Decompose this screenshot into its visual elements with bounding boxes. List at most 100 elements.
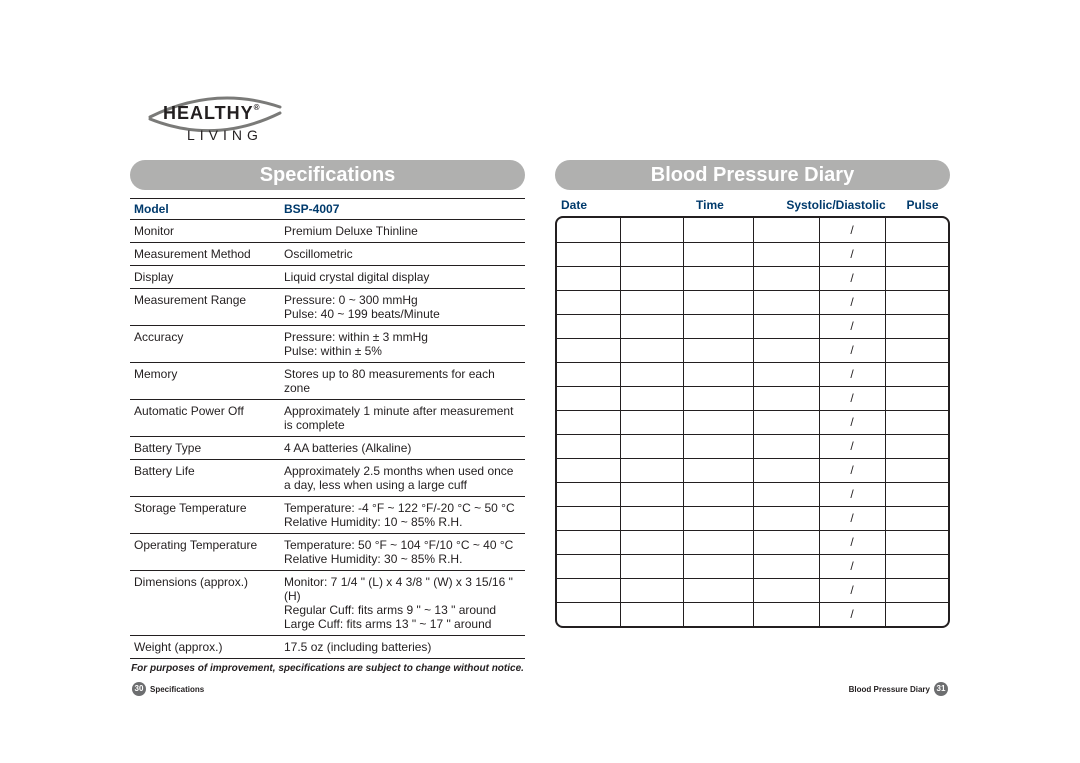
diary-cell[interactable]: /: [819, 458, 885, 482]
diary-cell[interactable]: [683, 362, 753, 386]
diary-cell[interactable]: [885, 386, 948, 410]
diary-cell[interactable]: [620, 482, 683, 506]
diary-cell[interactable]: [557, 362, 620, 386]
diary-cell[interactable]: [885, 362, 948, 386]
diary-cell[interactable]: [557, 290, 620, 314]
diary-cell[interactable]: [885, 602, 948, 626]
diary-cell[interactable]: [753, 578, 819, 602]
diary-cell[interactable]: [620, 266, 683, 290]
diary-cell[interactable]: [683, 266, 753, 290]
diary-cell[interactable]: [557, 314, 620, 338]
diary-cell[interactable]: [620, 530, 683, 554]
diary-cell[interactable]: /: [819, 362, 885, 386]
diary-cell[interactable]: [557, 506, 620, 530]
diary-cell[interactable]: [683, 386, 753, 410]
diary-cell[interactable]: [885, 290, 948, 314]
diary-cell[interactable]: [620, 458, 683, 482]
diary-cell[interactable]: [753, 482, 819, 506]
diary-cell[interactable]: /: [819, 434, 885, 458]
diary-cell[interactable]: [683, 578, 753, 602]
diary-cell[interactable]: [557, 266, 620, 290]
diary-cell[interactable]: /: [819, 290, 885, 314]
diary-cell[interactable]: [683, 434, 753, 458]
diary-cell[interactable]: [885, 482, 948, 506]
diary-cell[interactable]: [753, 458, 819, 482]
diary-cell[interactable]: [557, 578, 620, 602]
diary-cell[interactable]: [620, 554, 683, 578]
diary-cell[interactable]: [557, 482, 620, 506]
diary-cell[interactable]: [753, 434, 819, 458]
diary-cell[interactable]: /: [819, 266, 885, 290]
diary-cell[interactable]: [885, 410, 948, 434]
diary-cell[interactable]: [885, 314, 948, 338]
diary-cell[interactable]: [753, 266, 819, 290]
diary-cell[interactable]: [620, 578, 683, 602]
diary-cell[interactable]: /: [819, 578, 885, 602]
diary-cell[interactable]: /: [819, 530, 885, 554]
diary-cell[interactable]: [753, 314, 819, 338]
diary-cell[interactable]: [557, 386, 620, 410]
diary-cell[interactable]: [620, 506, 683, 530]
diary-cell[interactable]: /: [819, 242, 885, 266]
diary-cell[interactable]: [753, 554, 819, 578]
diary-cell[interactable]: [557, 530, 620, 554]
diary-cell[interactable]: [620, 410, 683, 434]
diary-cell[interactable]: [683, 410, 753, 434]
diary-cell[interactable]: [683, 530, 753, 554]
diary-cell[interactable]: [683, 458, 753, 482]
diary-cell[interactable]: /: [819, 602, 885, 626]
diary-cell[interactable]: [557, 602, 620, 626]
diary-cell[interactable]: [620, 218, 683, 242]
diary-cell[interactable]: [885, 578, 948, 602]
diary-cell[interactable]: [620, 386, 683, 410]
diary-cell[interactable]: [683, 218, 753, 242]
diary-cell[interactable]: [753, 218, 819, 242]
diary-cell[interactable]: [620, 338, 683, 362]
diary-cell[interactable]: [885, 218, 948, 242]
diary-cell[interactable]: [885, 458, 948, 482]
diary-cell[interactable]: [753, 362, 819, 386]
diary-cell[interactable]: [683, 554, 753, 578]
diary-cell[interactable]: [683, 506, 753, 530]
diary-cell[interactable]: [557, 554, 620, 578]
diary-cell[interactable]: [683, 482, 753, 506]
diary-cell[interactable]: [557, 242, 620, 266]
diary-cell[interactable]: [557, 434, 620, 458]
diary-cell[interactable]: /: [819, 554, 885, 578]
diary-cell[interactable]: [885, 506, 948, 530]
diary-cell[interactable]: [557, 338, 620, 362]
diary-cell[interactable]: /: [819, 410, 885, 434]
diary-cell[interactable]: [885, 434, 948, 458]
diary-cell[interactable]: [557, 218, 620, 242]
diary-cell[interactable]: [753, 242, 819, 266]
diary-cell[interactable]: [683, 338, 753, 362]
diary-cell[interactable]: [620, 290, 683, 314]
diary-cell[interactable]: [683, 602, 753, 626]
diary-cell[interactable]: [753, 530, 819, 554]
diary-cell[interactable]: [753, 410, 819, 434]
diary-cell[interactable]: [557, 458, 620, 482]
diary-cell[interactable]: [683, 242, 753, 266]
diary-cell[interactable]: [620, 242, 683, 266]
diary-cell[interactable]: [885, 338, 948, 362]
diary-cell[interactable]: [683, 290, 753, 314]
diary-cell[interactable]: /: [819, 314, 885, 338]
diary-cell[interactable]: [620, 602, 683, 626]
diary-cell[interactable]: /: [819, 338, 885, 362]
diary-cell[interactable]: [753, 290, 819, 314]
diary-cell[interactable]: [885, 242, 948, 266]
diary-cell[interactable]: /: [819, 506, 885, 530]
diary-cell[interactable]: /: [819, 218, 885, 242]
diary-cell[interactable]: [885, 554, 948, 578]
diary-cell[interactable]: [683, 314, 753, 338]
diary-cell[interactable]: [753, 506, 819, 530]
diary-cell[interactable]: [753, 602, 819, 626]
diary-cell[interactable]: [885, 266, 948, 290]
diary-cell[interactable]: /: [819, 386, 885, 410]
diary-cell[interactable]: [620, 434, 683, 458]
diary-cell[interactable]: [885, 530, 948, 554]
diary-cell[interactable]: [620, 314, 683, 338]
diary-cell[interactable]: [557, 410, 620, 434]
diary-cell[interactable]: [753, 386, 819, 410]
diary-cell[interactable]: [753, 338, 819, 362]
